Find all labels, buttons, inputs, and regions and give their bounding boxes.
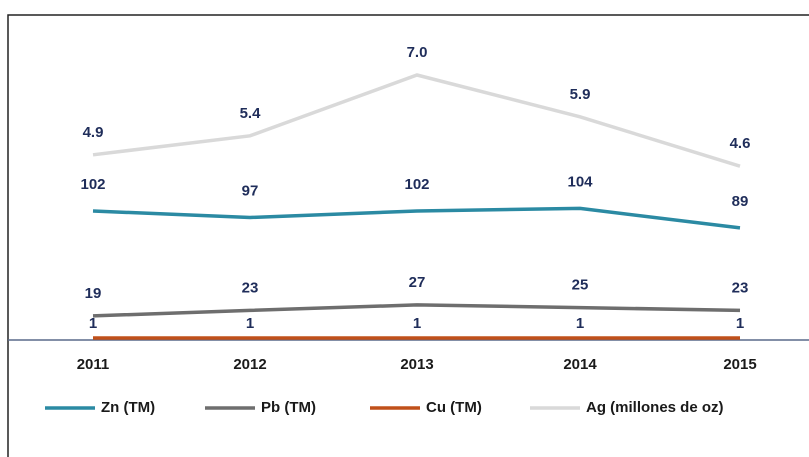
data-label: 1 xyxy=(736,315,744,332)
data-label: 1 xyxy=(246,315,254,332)
data-label: 5.4 xyxy=(240,105,262,122)
data-label: 97 xyxy=(242,182,259,199)
x-tick-label: 2011 xyxy=(77,356,110,373)
data-label: 7.0 xyxy=(407,44,428,61)
data-label: 5.9 xyxy=(570,86,591,103)
data-label: 1 xyxy=(413,315,421,332)
data-label: 23 xyxy=(242,279,259,296)
data-label: 104 xyxy=(567,173,593,190)
data-label: 19 xyxy=(85,285,102,302)
legend-label: Ag (millones de oz) xyxy=(586,399,724,416)
data-label: 102 xyxy=(404,176,429,193)
x-tick-label: 2014 xyxy=(563,356,597,373)
legend-label: Cu (TM) xyxy=(426,399,482,416)
series-line xyxy=(92,73,741,168)
data-label: 1 xyxy=(576,315,584,332)
data-label: 1 xyxy=(89,315,97,332)
x-tick-label: 2013 xyxy=(400,356,433,373)
data-label: 4.6 xyxy=(730,135,751,152)
data-label: 89 xyxy=(732,193,749,210)
x-tick-label: 2012 xyxy=(233,356,266,373)
data-label: 23 xyxy=(732,279,749,296)
data-label: 4.9 xyxy=(83,124,104,141)
data-label: 25 xyxy=(572,277,589,294)
data-label: 102 xyxy=(80,176,105,193)
frame xyxy=(7,14,809,457)
series-line xyxy=(92,303,741,318)
legend-label: Zn (TM) xyxy=(101,399,155,416)
data-label: 27 xyxy=(409,274,426,291)
legend-label: Pb (TM) xyxy=(261,399,316,416)
series-line xyxy=(92,206,741,230)
x-tick-label: 2015 xyxy=(723,356,756,373)
